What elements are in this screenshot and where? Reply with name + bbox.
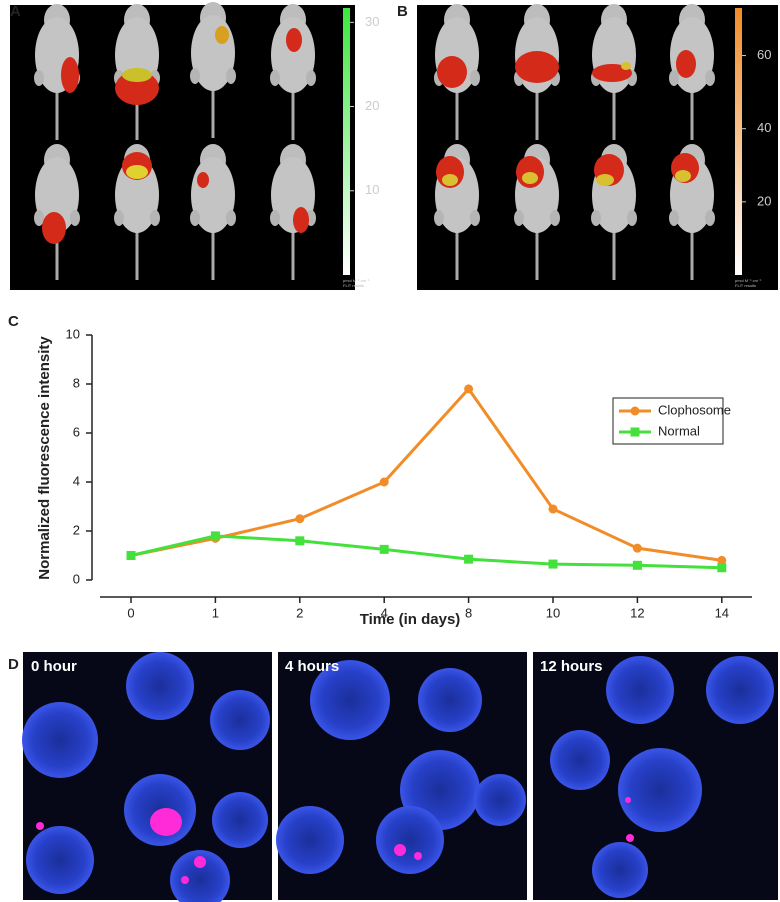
mice-b	[432, 2, 717, 282]
colorbar-units: pmol M⁻¹ cm⁻¹	[343, 278, 370, 283]
y-tick-label: 2	[73, 522, 80, 537]
legend-marker	[630, 427, 640, 437]
data-point	[295, 514, 305, 524]
data-point	[126, 551, 136, 560]
micrographs	[22, 652, 778, 902]
data-point	[632, 543, 642, 553]
y-tick-label: 4	[73, 473, 80, 488]
colorbar-tick-label: 20	[757, 193, 771, 208]
data-point	[632, 560, 642, 570]
time-label: 12 hours	[540, 658, 603, 675]
time-label: 4 hours	[285, 658, 339, 675]
legend-marker	[630, 406, 640, 416]
colorbar-tick-label: 10	[365, 182, 379, 197]
time-label: 0 hour	[31, 658, 77, 675]
colorbar-tick-label: 30	[365, 14, 379, 29]
panel-label: D	[8, 656, 19, 673]
data-point	[210, 531, 220, 541]
legend-label: Clophosome	[658, 402, 731, 417]
data-point	[464, 384, 474, 394]
x-tick-label: 1	[212, 605, 219, 620]
x-tick-label: 2	[296, 605, 303, 620]
colorbar-b	[735, 8, 742, 275]
mice-a	[32, 0, 318, 282]
data-point	[717, 555, 727, 565]
colorbar-caption: FLIT results	[343, 283, 364, 288]
data-point	[548, 504, 558, 514]
x-axis-label: Time (in days)	[360, 611, 461, 628]
y-tick-label: 10	[66, 326, 80, 341]
x-tick-label: 8	[465, 605, 472, 620]
colorbar-a	[343, 8, 350, 275]
data-point	[379, 544, 389, 554]
colorbar-tick-label: 20	[365, 98, 379, 113]
data-point	[379, 477, 389, 487]
x-tick-label: 0	[127, 605, 134, 620]
series-line	[130, 386, 723, 562]
x-tick-label: 14	[715, 605, 729, 620]
data-point	[464, 554, 474, 564]
colorbar-caption: FLIT results	[735, 283, 756, 288]
panel-label: C	[8, 313, 19, 330]
y-tick-label: 0	[73, 571, 80, 586]
panel-label: B	[397, 3, 408, 20]
legend-label: Normal	[658, 423, 700, 438]
y-tick-label: 6	[73, 424, 80, 439]
colorbar-tick-label: 40	[757, 120, 771, 135]
x-tick-label: 4	[381, 605, 388, 620]
y-tick-label: 8	[73, 375, 80, 390]
x-tick-label: 10	[546, 605, 560, 620]
data-point	[717, 563, 727, 573]
data-point	[548, 559, 558, 569]
x-tick-label: 12	[630, 605, 644, 620]
colorbar-tick-label: 60	[757, 47, 771, 62]
y-axis-label: Normalized fluorescence intensity	[36, 336, 53, 580]
panel-label: A	[10, 3, 21, 20]
colorbar-units: pmol M⁻¹ cm⁻¹	[735, 278, 762, 283]
series-line	[130, 534, 722, 570]
data-point	[295, 536, 305, 546]
